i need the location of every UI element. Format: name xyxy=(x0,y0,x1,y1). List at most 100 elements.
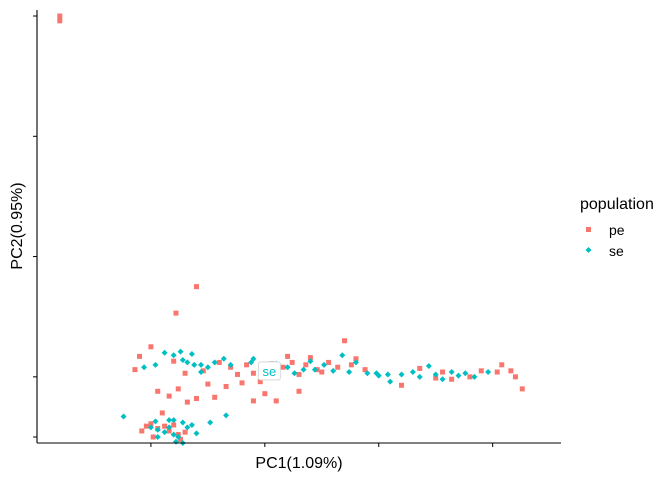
point-pe-57 xyxy=(150,434,156,440)
legend-swatch-se xyxy=(585,247,592,253)
point-se-30 xyxy=(384,371,391,378)
point-se-19 xyxy=(291,370,298,377)
point-pe-4 xyxy=(148,344,154,350)
point-pe-42 xyxy=(155,388,161,394)
point-pe-13 xyxy=(244,362,250,368)
point-pe-29 xyxy=(342,338,348,344)
point-pe-10 xyxy=(216,359,222,365)
point-pe-55 xyxy=(178,436,184,442)
point-pe-12 xyxy=(234,371,240,377)
points-layer xyxy=(57,13,525,446)
point-pe-32 xyxy=(362,367,368,373)
point-pe-30 xyxy=(348,362,354,368)
point-se-31 xyxy=(398,371,405,378)
annotation-label: se xyxy=(263,364,277,379)
point-se-47 xyxy=(154,433,161,440)
point-pe-36 xyxy=(205,381,211,387)
point-se-40 xyxy=(485,369,492,376)
point-se-3 xyxy=(161,349,168,356)
point-se-27 xyxy=(352,359,359,366)
point-se-37 xyxy=(448,369,455,376)
point-se-18 xyxy=(284,364,291,371)
point-se-15 xyxy=(198,361,205,368)
point-se-60 xyxy=(387,378,394,385)
point-se-6 xyxy=(184,359,191,366)
point-pe-3 xyxy=(173,310,179,316)
x-axis-title: PC1(1.09%) xyxy=(255,455,342,472)
point-se-11 xyxy=(220,355,227,362)
point-se-56 xyxy=(193,430,200,437)
point-se-42 xyxy=(207,419,214,426)
point-pe-37 xyxy=(193,395,199,401)
point-pe-41 xyxy=(166,393,172,399)
point-pe-65 xyxy=(508,368,514,374)
legend-label-pe: pe xyxy=(609,222,625,238)
point-se-57 xyxy=(154,426,161,433)
point-pe-66 xyxy=(512,374,518,380)
point-se-61 xyxy=(373,370,380,377)
point-se-5 xyxy=(177,348,184,355)
point-se-0 xyxy=(120,413,127,420)
point-se-46 xyxy=(147,424,154,431)
point-se-4 xyxy=(170,352,177,359)
point-pe-47 xyxy=(139,428,145,434)
point-se-34 xyxy=(425,363,432,370)
point-se-2 xyxy=(152,361,159,368)
point-pe-8 xyxy=(182,370,188,376)
legend-title: population xyxy=(580,196,654,213)
point-se-1 xyxy=(141,364,148,371)
point-se-53 xyxy=(179,419,186,426)
point-se-44 xyxy=(166,417,173,424)
point-pe-31 xyxy=(353,356,359,362)
point-pe-5 xyxy=(137,353,143,359)
point-se-25 xyxy=(339,352,346,359)
point-se-26 xyxy=(346,369,353,376)
point-pe-26 xyxy=(319,369,325,375)
point-se-38 xyxy=(455,372,462,379)
point-pe-2 xyxy=(193,284,199,290)
y-axis-title: PC2(0.95%) xyxy=(9,182,26,269)
point-pe-48 xyxy=(143,423,149,429)
point-se-45 xyxy=(152,418,159,425)
point-pe-62 xyxy=(467,374,473,380)
legend: population pe se xyxy=(580,196,654,259)
point-se-22 xyxy=(311,366,318,373)
point-pe-9 xyxy=(200,368,206,374)
point-pe-52 xyxy=(166,428,172,434)
point-se-28 xyxy=(364,370,371,377)
point-se-24 xyxy=(330,367,337,374)
point-pe-28 xyxy=(335,364,341,370)
point-pe-15 xyxy=(257,379,263,385)
point-pe-68 xyxy=(478,368,484,374)
point-pe-63 xyxy=(494,369,500,375)
point-se-49 xyxy=(166,424,173,431)
point-se-32 xyxy=(409,369,416,376)
point-pe-24 xyxy=(307,355,313,361)
point-pe-38 xyxy=(239,380,245,386)
point-pe-14 xyxy=(250,370,256,376)
point-pe-53 xyxy=(171,422,177,428)
point-se-9 xyxy=(204,364,211,371)
point-pe-34 xyxy=(250,398,256,404)
point-se-33 xyxy=(416,373,423,380)
point-pe-6 xyxy=(132,367,138,373)
point-annotation: se xyxy=(257,361,281,381)
point-pe-51 xyxy=(162,423,168,429)
point-se-50 xyxy=(170,431,177,438)
point-se-12 xyxy=(227,361,234,368)
point-se-55 xyxy=(188,421,195,428)
point-pe-46 xyxy=(296,388,302,394)
annotation-box xyxy=(257,361,281,381)
point-pe-59 xyxy=(417,365,423,371)
point-pe-40 xyxy=(175,386,181,392)
point-pe-35 xyxy=(273,398,279,404)
point-pe-27 xyxy=(326,359,332,365)
point-se-48 xyxy=(161,429,168,436)
point-pe-7 xyxy=(171,358,177,364)
point-pe-0 xyxy=(57,13,63,19)
point-pe-43 xyxy=(159,410,165,416)
point-se-39 xyxy=(471,373,478,380)
point-se-10 xyxy=(211,359,218,366)
point-pe-44 xyxy=(212,394,218,400)
